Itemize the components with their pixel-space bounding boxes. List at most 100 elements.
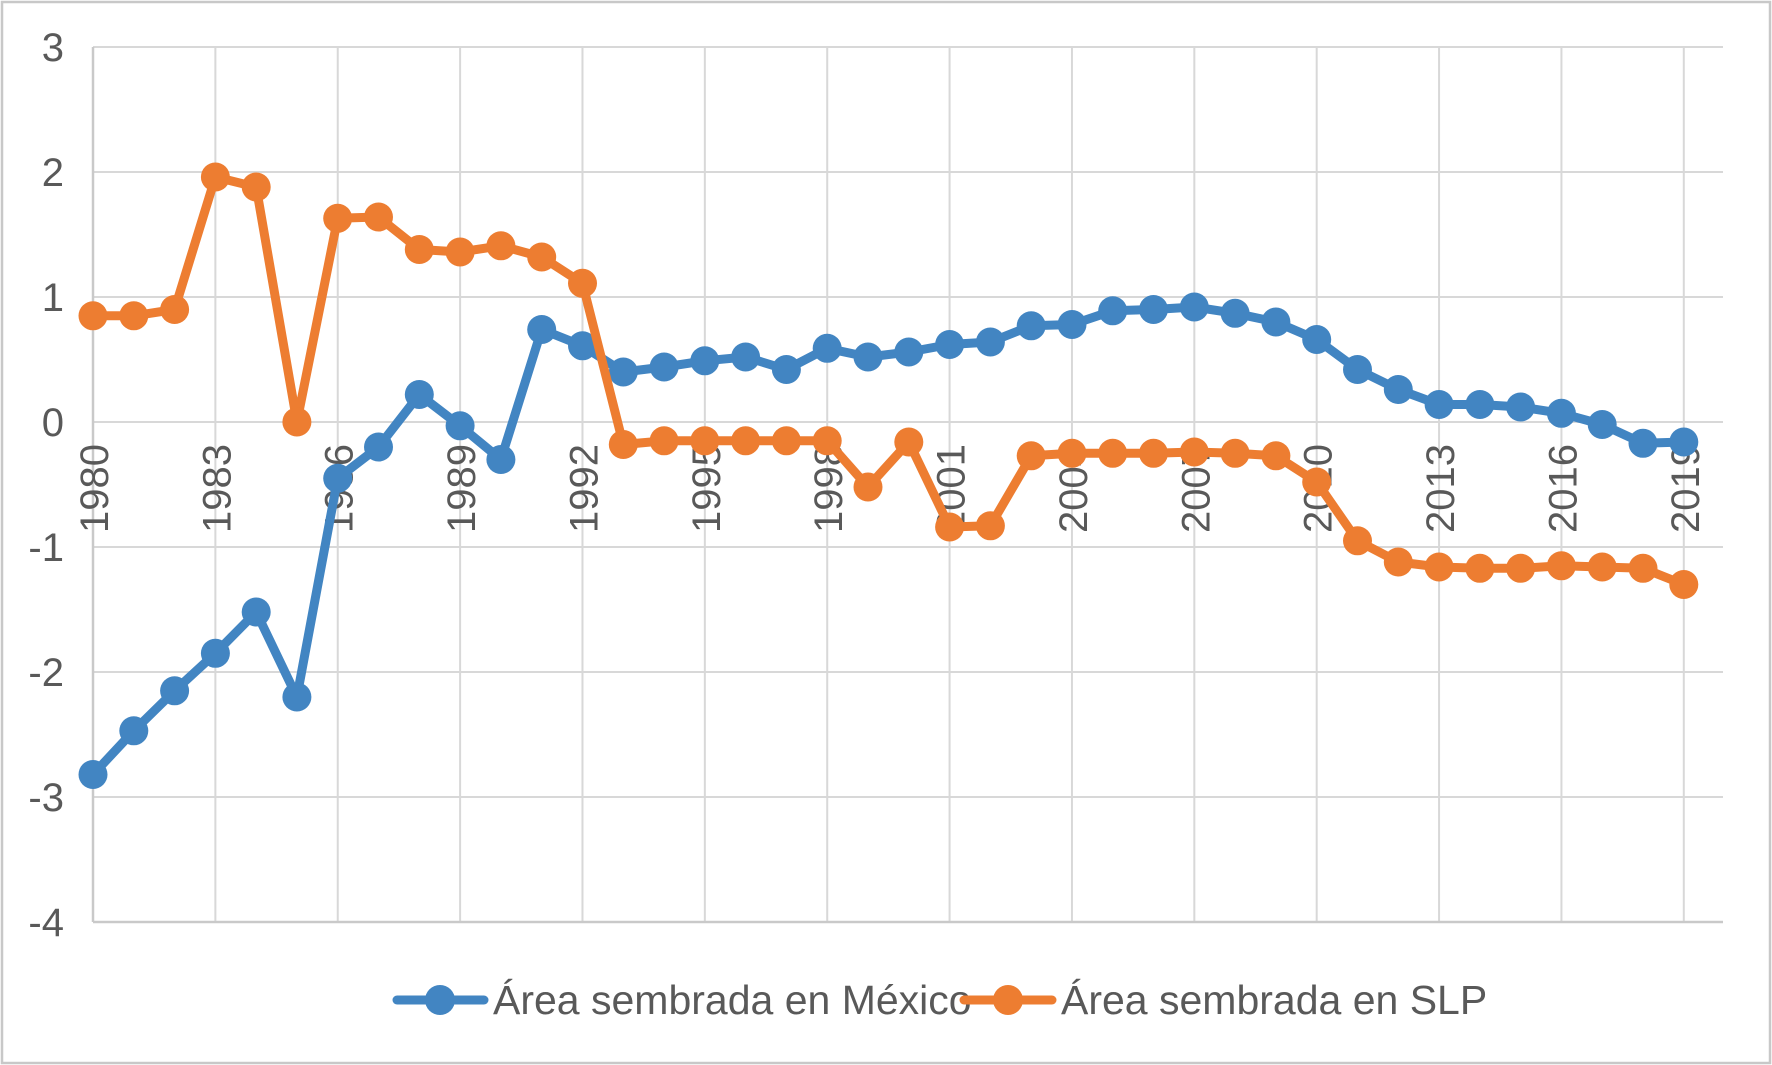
data-point [323, 463, 353, 493]
y-tick-label: -2 [28, 651, 64, 695]
legend-dot-marker-slp [993, 985, 1023, 1015]
legend: Área sembrada en México Área sembrada en… [392, 977, 1487, 1023]
legend-dot-marker-mexico [425, 985, 455, 1015]
y-tick-label: 3 [42, 26, 64, 70]
data-point [1506, 553, 1536, 583]
x-tick-label: 1983 [195, 444, 239, 533]
data-point [1465, 390, 1495, 419]
legend-label-mexico: Área sembrada en México [493, 977, 972, 1023]
data-point [1546, 551, 1576, 581]
data-point [731, 342, 761, 372]
data-point [894, 337, 924, 367]
data-point [1016, 311, 1046, 341]
data-point [78, 301, 108, 331]
data-point [282, 407, 312, 437]
data-point [445, 237, 475, 267]
data-point [935, 330, 965, 359]
legend-label-slp: Área sembrada en SLP [1061, 977, 1487, 1023]
x-tick-label: 1989 [440, 444, 484, 533]
data-point [78, 760, 108, 789]
data-point [1465, 553, 1495, 583]
data-point [1261, 307, 1291, 337]
data-point [568, 268, 597, 298]
data-point [486, 231, 516, 261]
data-point [853, 342, 883, 372]
data-point [1179, 437, 1209, 467]
data-point [1220, 438, 1250, 468]
data-point [282, 682, 312, 712]
data-point [1383, 375, 1413, 404]
data-point [1057, 438, 1087, 468]
x-tick-label: 1980 [73, 444, 117, 533]
data-point [975, 327, 1005, 357]
data-point [160, 295, 190, 324]
data-point [1669, 570, 1699, 599]
data-point [1628, 428, 1658, 458]
data-point [1098, 296, 1128, 326]
data-point [1302, 467, 1332, 497]
series-line-1 [88, 172, 1689, 589]
data-point [404, 235, 434, 264]
x-tick-label: 1995 [685, 444, 729, 533]
data-point [1506, 392, 1536, 422]
data-point [323, 203, 353, 233]
data-point [1139, 295, 1168, 324]
data-point [241, 597, 271, 627]
x-axis-tick-labels: 1980198319861989199219951998200120042007… [73, 444, 1708, 533]
data-point [771, 426, 801, 456]
data-point [1669, 427, 1699, 457]
data-point [1057, 310, 1087, 339]
data-point [1343, 526, 1372, 556]
data-point [1220, 298, 1250, 328]
data-point [935, 512, 965, 542]
data-point [1016, 441, 1046, 471]
data-point [812, 333, 842, 363]
data-point [527, 315, 557, 344]
data-point [731, 426, 761, 456]
y-tick-label: -4 [28, 901, 64, 945]
data-point [975, 511, 1005, 541]
data-point [404, 380, 434, 409]
data-point [1424, 552, 1454, 582]
gridlines [92, 46, 1723, 923]
data-point [649, 352, 679, 382]
data-point [894, 427, 924, 457]
data-point [771, 355, 801, 384]
data-point [1139, 438, 1168, 468]
x-tick-label: 1992 [562, 444, 606, 533]
data-point [812, 426, 842, 456]
data-point [1098, 438, 1128, 468]
y-tick-label: 0 [42, 401, 64, 445]
data-point [200, 638, 230, 668]
data-point [1383, 547, 1413, 577]
data-point [200, 162, 230, 192]
data-point [1587, 410, 1617, 439]
y-tick-label: -3 [28, 776, 64, 820]
data-point [486, 445, 516, 474]
data-point [160, 676, 190, 706]
data-point [690, 426, 720, 456]
y-tick-label: 2 [42, 151, 64, 195]
data-point [1587, 552, 1617, 582]
data-point [1546, 398, 1576, 428]
data-series [78, 162, 1699, 789]
data-point [853, 472, 883, 502]
data-point [608, 430, 638, 459]
data-point [1343, 355, 1372, 384]
x-tick-label: 2013 [1419, 444, 1463, 533]
data-point [608, 357, 638, 387]
data-point [690, 346, 720, 376]
data-point [119, 716, 149, 746]
data-point [364, 432, 393, 462]
x-tick-label: 2016 [1541, 444, 1585, 533]
data-point [649, 426, 679, 456]
data-point [1628, 553, 1658, 583]
data-point [119, 301, 149, 331]
y-axis-tick-labels: 3 2 1 0 -1 -2 -3 -4 [28, 26, 64, 945]
y-tick-label: -1 [28, 526, 64, 570]
data-point [445, 411, 475, 441]
series-line-0 [88, 302, 1689, 779]
x-tick-label: 2019 [1664, 444, 1708, 533]
